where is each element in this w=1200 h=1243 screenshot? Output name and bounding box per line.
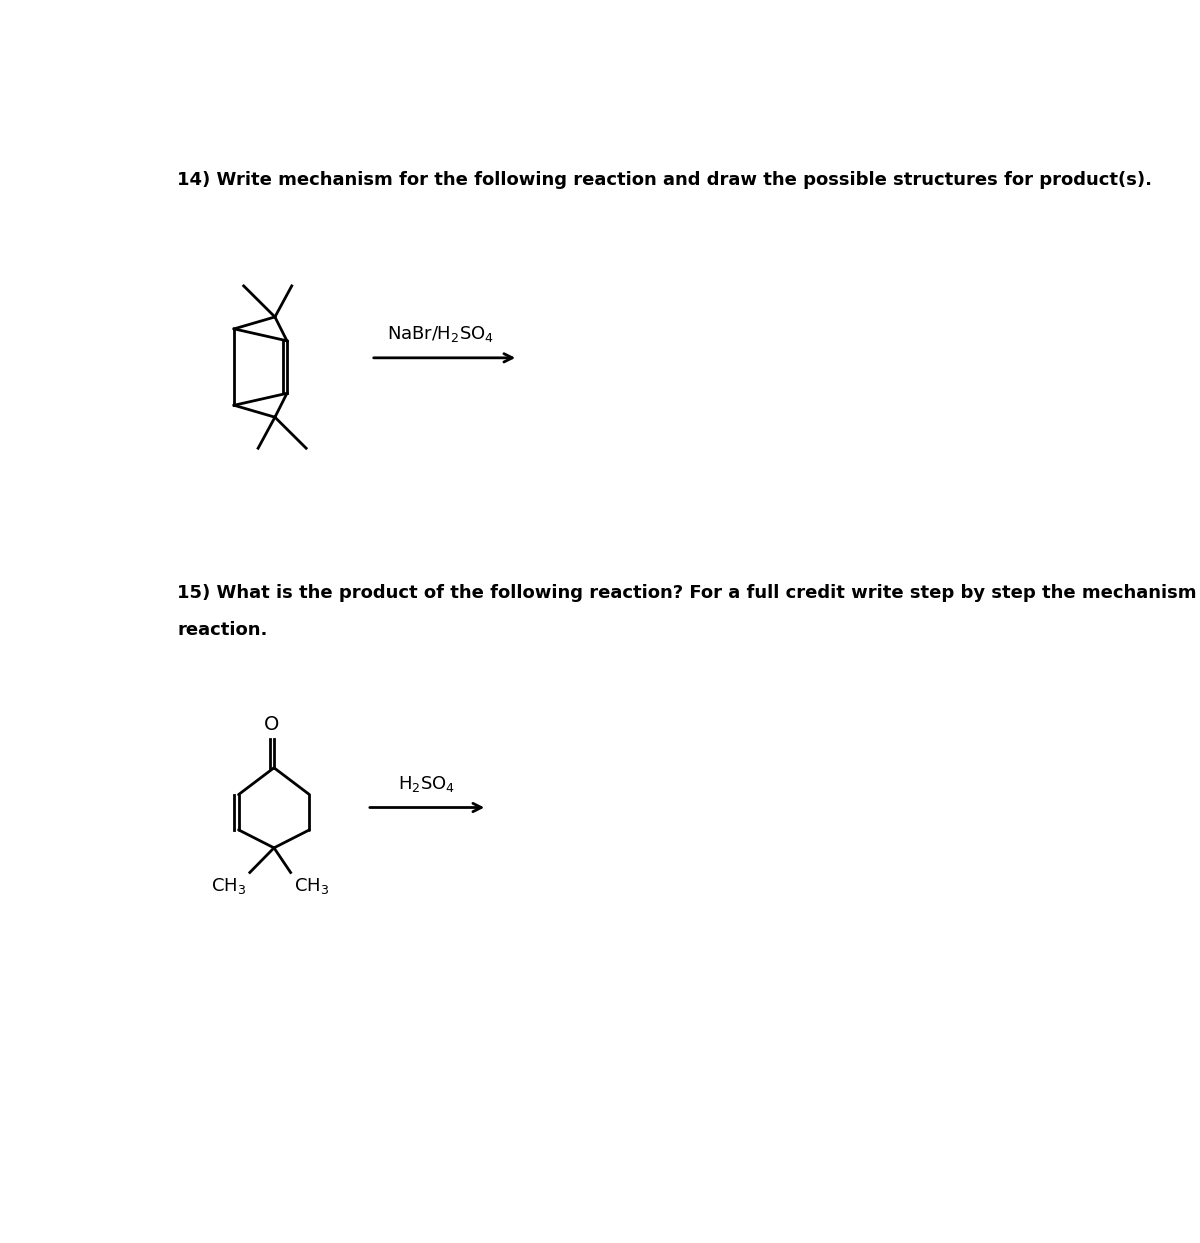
Text: 15) What is the product of the following reaction? For a full credit write step : 15) What is the product of the following… [178,584,1200,602]
Text: NaBr/H$_2$SO$_4$: NaBr/H$_2$SO$_4$ [388,324,494,344]
Text: H$_2$SO$_4$: H$_2$SO$_4$ [398,774,456,794]
Text: 14) Write mechanism for the following reaction and draw the possible structures : 14) Write mechanism for the following re… [178,170,1152,189]
Text: reaction.: reaction. [178,622,268,639]
Text: CH$_3$: CH$_3$ [211,875,246,895]
Text: CH$_3$: CH$_3$ [294,875,330,895]
Text: O: O [264,715,280,733]
